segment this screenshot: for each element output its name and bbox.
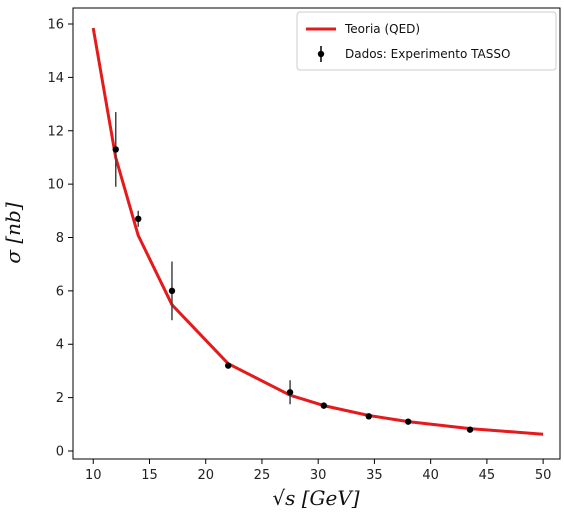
y-tick-label: 6	[56, 284, 64, 299]
y-tick-label: 4	[56, 338, 64, 353]
y-tick-label: 16	[47, 18, 64, 33]
data-points-layer	[112, 112, 474, 433]
x-tick-label: 25	[254, 468, 271, 483]
y-tick-label: 10	[47, 178, 64, 193]
legend-box	[296, 11, 557, 71]
y-tick-label: 12	[47, 124, 64, 139]
x-axis-ticks: 10 15 20 25 30 35 40 45 50	[85, 459, 551, 483]
data-point	[365, 413, 372, 420]
data-point	[286, 389, 294, 396]
x-axis-label: √s [GeV]	[272, 486, 359, 510]
x-tick-label: 30	[310, 468, 327, 483]
legend: Teoria (QED) Dados: Experimento TASSO	[296, 11, 557, 71]
y-axis-ticks: 0 2 4 6 8 10 12 14 16	[47, 18, 73, 459]
plot-area	[72, 7, 561, 460]
legend-label-theory: Teoria (QED)	[344, 22, 420, 36]
data-point	[135, 215, 142, 223]
data-point	[112, 146, 119, 153]
y-tick-label: 14	[47, 71, 64, 86]
legend-label-data: Dados: Experimento TASSO	[345, 47, 510, 61]
x-tick-label: 15	[141, 468, 158, 483]
data-point	[168, 287, 176, 295]
y-axis-label: σ [nb]	[1, 202, 25, 263]
x-tick-label: 35	[366, 468, 383, 483]
x-tick-label: 10	[85, 468, 102, 483]
x-tick-label: 20	[197, 468, 214, 483]
x-tick-label: 50	[535, 468, 552, 483]
data-point	[404, 418, 412, 425]
y-tick-label: 2	[56, 391, 64, 406]
x-tick-label: 45	[479, 468, 496, 483]
legend-point-marker	[317, 50, 325, 58]
data-point	[320, 402, 328, 409]
y-tick-label: 8	[56, 231, 64, 246]
data-point	[466, 426, 474, 433]
x-tick-label: 40	[422, 468, 439, 483]
data-point	[225, 362, 232, 369]
y-tick-label: 0	[56, 444, 64, 459]
